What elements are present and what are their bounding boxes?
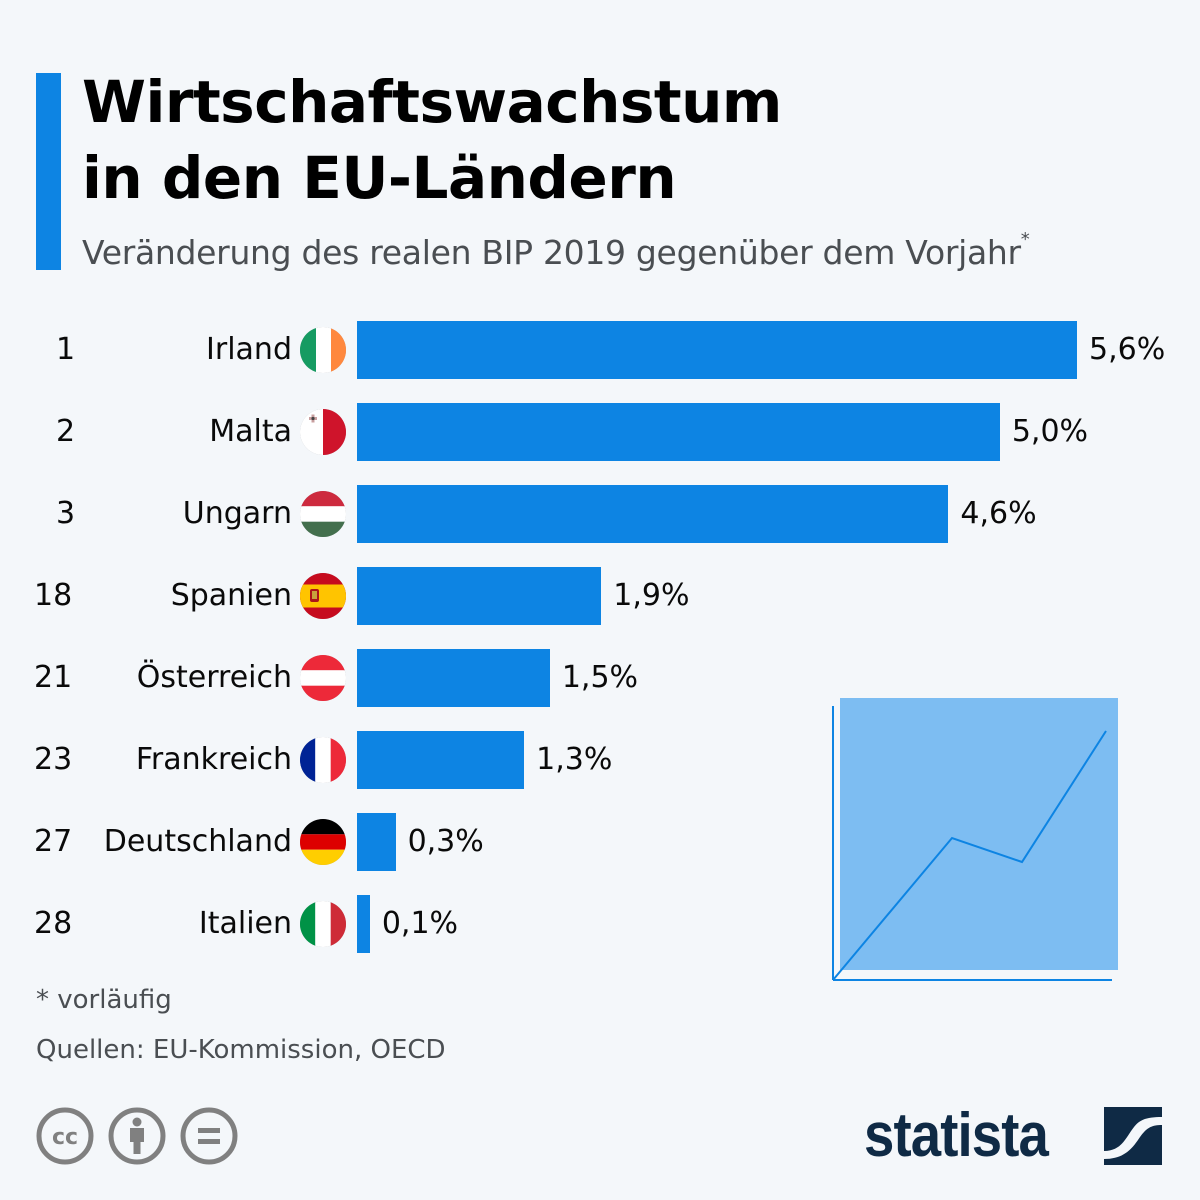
chart-subtitle: Veränderung des realen BIP 2019 gegenübe… xyxy=(82,229,1030,272)
rank-label: 27 xyxy=(34,824,73,859)
title-line-1: Wirtschaftswachstum xyxy=(82,68,782,136)
rank-label: 18 xyxy=(34,578,73,613)
bar xyxy=(357,895,370,953)
attribution-icon[interactable] xyxy=(108,1107,166,1165)
statista-logo-text[interactable]: statista xyxy=(864,1101,1049,1170)
bar-row: 21 Österreich 1,5% xyxy=(0,649,1200,707)
bar xyxy=(357,731,525,789)
france-flag-icon xyxy=(300,737,346,783)
italy-flag-icon xyxy=(300,901,346,947)
subtitle-text: Veränderung des realen BIP 2019 gegenübe… xyxy=(82,233,1021,272)
illustration-background xyxy=(840,698,1118,970)
malta-flag-icon xyxy=(300,409,346,455)
germany-flag-icon xyxy=(300,819,346,865)
bar xyxy=(357,321,1077,379)
country-label: Ungarn xyxy=(182,496,292,531)
value-label: 1,3% xyxy=(536,742,613,777)
country-label: Irland xyxy=(206,332,292,367)
bar-row: 27 Deutschland 0,3% xyxy=(0,813,1200,871)
country-label: Frankreich xyxy=(135,742,292,777)
country-label: Malta xyxy=(209,414,292,449)
value-label: 4,6% xyxy=(960,496,1037,531)
country-label: Deutschland xyxy=(103,824,292,859)
title-accent-bar xyxy=(36,73,61,270)
rank-label: 2 xyxy=(56,414,76,449)
bar-row: 2 Malta 5,0% xyxy=(0,403,1200,461)
country-label: Italien xyxy=(198,906,292,941)
footnote-marker: * xyxy=(1020,229,1030,250)
illustration-trend-line xyxy=(832,730,1107,981)
footnote: * vorläufig xyxy=(36,985,172,1015)
spain-flag-icon xyxy=(300,573,346,619)
bar xyxy=(357,485,949,543)
bar xyxy=(357,403,1000,461)
rank-label: 21 xyxy=(34,660,73,695)
value-label: 5,0% xyxy=(1011,414,1089,449)
chart-title: Wirtschaftswachstum in den EU-Ländern xyxy=(82,64,782,216)
bar-row: 3 Ungarn 4,6% xyxy=(0,485,1200,543)
value-label: 1,5% xyxy=(561,660,639,695)
no-derivatives-icon[interactable] xyxy=(180,1107,238,1165)
bar-row: 18 Spanien 1,9% xyxy=(0,567,1200,625)
bar xyxy=(357,813,396,871)
svg-text:cc: cc xyxy=(52,1125,78,1150)
bar-row: 23 Frankreich 1,3% xyxy=(0,731,1200,789)
bar-row: 28 Italien 0,1% xyxy=(0,895,1200,953)
rank-label: 3 xyxy=(56,496,76,531)
source-note: Quellen: EU-Kommission, OECD xyxy=(36,1035,446,1065)
country-label: Österreich xyxy=(136,660,292,695)
austria-flag-icon xyxy=(300,655,346,701)
bar-row: 1 Irland 5,6% xyxy=(0,321,1200,379)
rank-label: 23 xyxy=(34,742,73,777)
statista-logo-icon xyxy=(1104,1107,1162,1165)
bar xyxy=(357,567,602,625)
title-line-2: in den EU-Ländern xyxy=(82,144,677,212)
line-chart-illustration xyxy=(832,698,1118,981)
value-label: 5,6% xyxy=(1089,332,1166,367)
hungary-flag-icon xyxy=(300,491,346,537)
value-label: 0,1% xyxy=(381,906,459,941)
value-label: 0,3% xyxy=(407,824,484,859)
ireland-flag-icon xyxy=(300,327,346,373)
bar xyxy=(357,649,550,707)
rank-label: 28 xyxy=(34,906,73,941)
rank-label: 1 xyxy=(56,332,76,367)
value-label: 1,9% xyxy=(613,578,690,613)
country-label: Spanien xyxy=(170,578,292,613)
cc-icon[interactable]: cc xyxy=(36,1107,94,1165)
